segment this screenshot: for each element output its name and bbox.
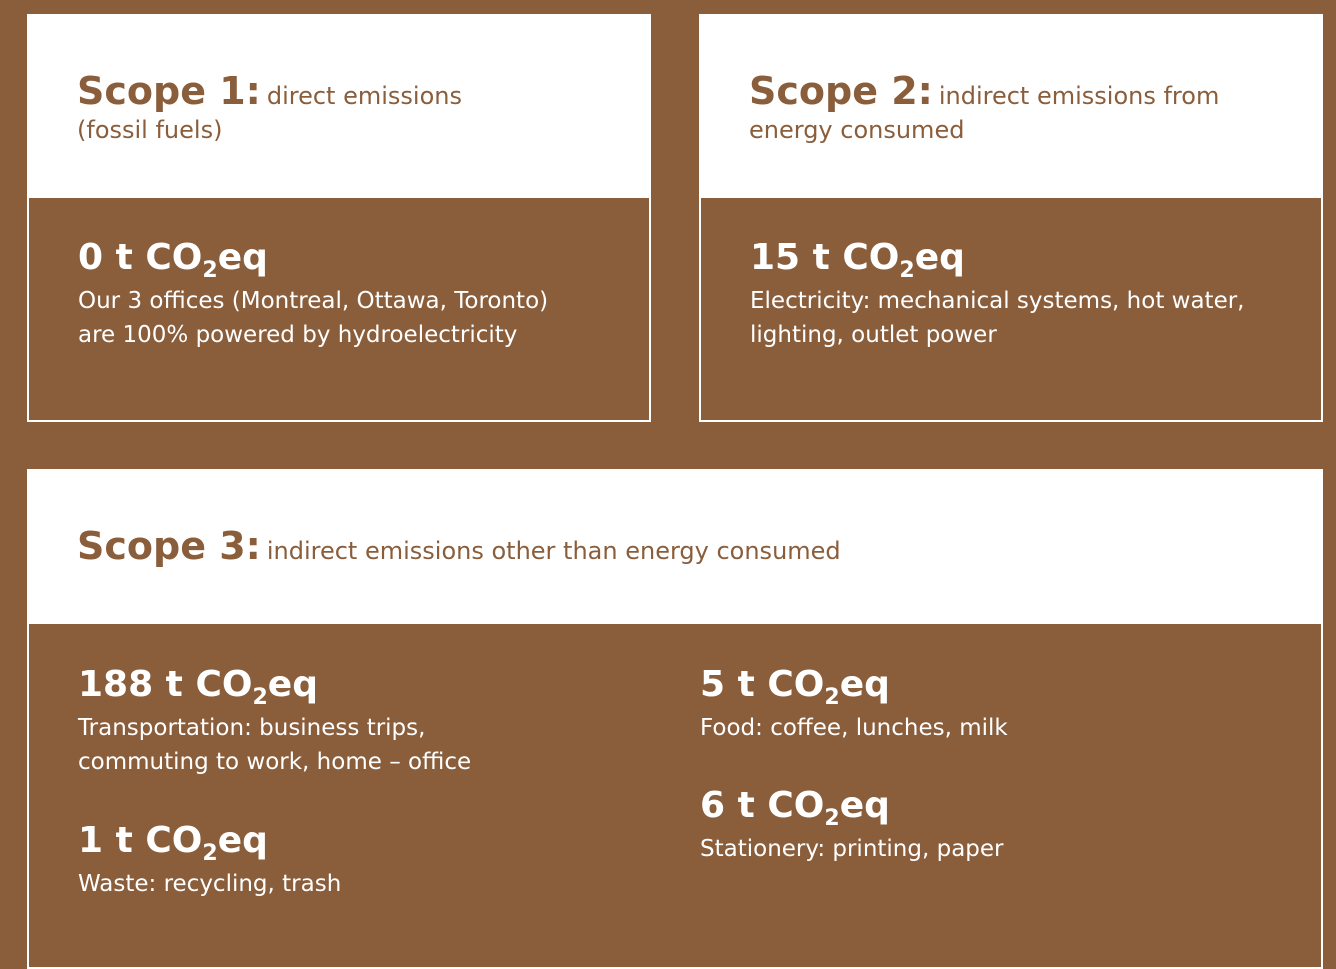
emission-amount: 188 t CO2eq (78, 663, 471, 710)
scope-label: Scope 1: (77, 69, 261, 113)
amount-value: 1 t (78, 820, 133, 861)
unit-subscript: 2 (202, 841, 218, 866)
emission-amount: 15 t CO2eq (750, 236, 1245, 283)
emission-description: Electricity: mechanical systems, hot wat… (750, 284, 1245, 352)
emission-item: 1 t CO2eq Waste: recycling, trash (78, 819, 341, 901)
emission-item: 188 t CO2eq Transportation: business trip… (78, 663, 471, 779)
unit-subscript: 2 (824, 806, 840, 831)
scope-heading: Scope 2: indirect emissions from energy co… (749, 72, 1229, 147)
description-line: lighting, outlet power (750, 322, 997, 348)
emission-description: Waste: recycling, trash (78, 867, 341, 901)
unit-subscript: 2 (824, 685, 840, 710)
scope-description: (fossil fuels) (77, 116, 223, 144)
emission-description: Transportation: business trips, commuting… (78, 711, 471, 779)
unit-suffix: eq (267, 664, 318, 705)
scope-description: indirect emissions from (938, 82, 1220, 110)
card-header-bg (29, 16, 649, 198)
unit-suffix: eq (839, 664, 890, 705)
description-line: Food: coffee, lunches, milk (700, 715, 1008, 741)
unit-main: CO (767, 785, 825, 826)
emission-amount: 6 t CO2eq (700, 784, 1004, 831)
amount-value: 0 t (78, 237, 133, 278)
unit-subscript: 2 (202, 258, 218, 283)
description-line: Stationery: printing, paper (700, 836, 1004, 862)
emission-item: 15 t CO2eq Electricity: mechanical system… (750, 236, 1245, 352)
emission-description: Our 3 offices (Montreal, Ottawa, Toronto… (78, 284, 548, 352)
amount-value: 5 t (700, 664, 755, 705)
scope-heading: Scope 1: direct emissions (fossil fuels) (77, 72, 497, 147)
unit-suffix: eq (217, 237, 268, 278)
unit-subscript: 2 (252, 685, 268, 710)
card-header-bg (701, 16, 1321, 198)
description-line: are 100% powered by hydroelectricity (78, 322, 518, 348)
emission-amount: 0 t CO2eq (78, 236, 548, 283)
unit-main: CO (842, 237, 900, 278)
scope-heading: Scope 3: indirect emissions other than en… (77, 527, 1177, 568)
emission-description: Stationery: printing, paper (700, 832, 1004, 866)
emission-amount: 5 t CO2eq (700, 663, 1008, 710)
description-line: Our 3 offices (Montreal, Ottawa, Toronto… (78, 288, 549, 314)
description-line: commuting to work, home – office (78, 749, 472, 775)
scope-description: energy consumed (749, 116, 965, 144)
unit-suffix: eq (914, 237, 965, 278)
unit-main: CO (145, 820, 203, 861)
unit-main: CO (195, 664, 253, 705)
emission-item: 5 t CO2eq Food: coffee, lunches, milk (700, 663, 1008, 745)
amount-value: 188 t (78, 664, 183, 705)
unit-suffix: eq (217, 820, 268, 861)
description-line: Waste: recycling, trash (78, 871, 342, 897)
scope-label: Scope 2: (749, 69, 933, 113)
unit-main: CO (767, 664, 825, 705)
scope-description: direct emissions (266, 82, 462, 110)
amount-value: 6 t (700, 785, 755, 826)
emission-item: 0 t CO2eq Our 3 offices (Montreal, Ottawa… (78, 236, 548, 352)
scope-label: Scope 3: (77, 524, 261, 568)
amount-value: 15 t (750, 237, 830, 278)
scope-card: Scope 1: direct emissions (fossil fuels) 0 … (27, 14, 651, 422)
description-line: Transportation: business trips, (78, 715, 426, 741)
scope-card: Scope 3: indirect emissions other than en… (27, 469, 1323, 969)
emission-description: Food: coffee, lunches, milk (700, 711, 1008, 745)
emission-amount: 1 t CO2eq (78, 819, 341, 866)
scope-description: indirect emissions other than energy con… (266, 537, 841, 565)
unit-main: CO (145, 237, 203, 278)
unit-subscript: 2 (899, 258, 915, 283)
description-line: Electricity: mechanical systems, hot wat… (750, 288, 1245, 314)
scope-card: Scope 2: indirect emissions from energy co… (699, 14, 1323, 422)
unit-suffix: eq (839, 785, 890, 826)
card-header-bg (29, 471, 1321, 624)
emission-item: 6 t CO2eq Stationery: printing, paper (700, 784, 1004, 866)
